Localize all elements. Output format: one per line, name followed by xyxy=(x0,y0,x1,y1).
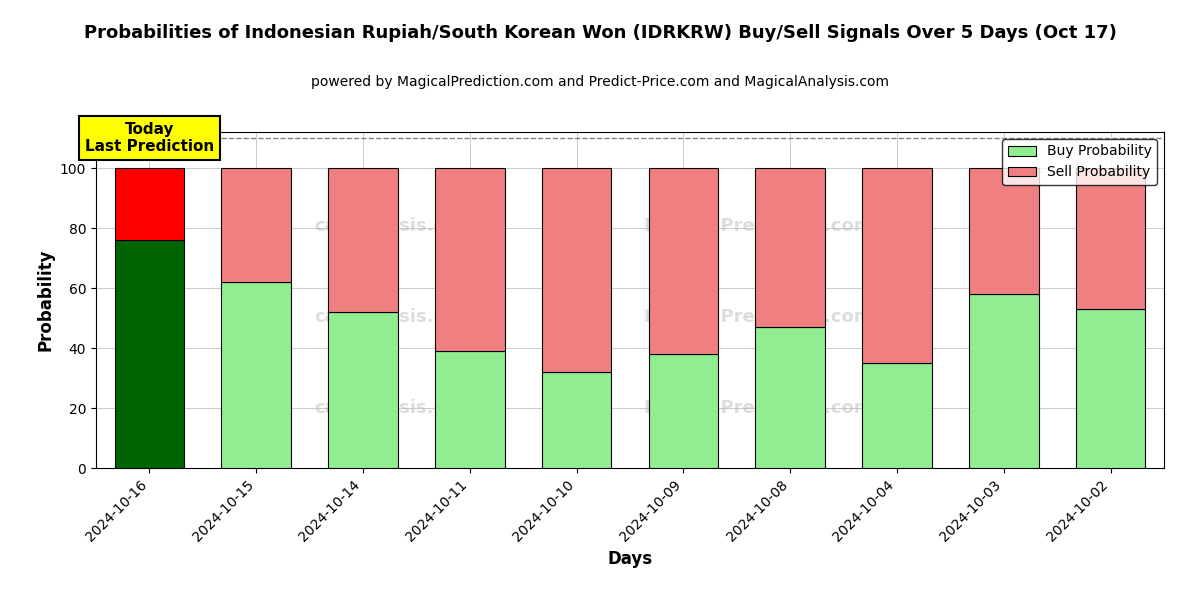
Bar xyxy=(222,282,290,468)
Text: powered by MagicalPrediction.com and Predict-Price.com and MagicalAnalysis.com: powered by MagicalPrediction.com and Pre… xyxy=(311,75,889,89)
Text: calAnalysis.com: calAnalysis.com xyxy=(314,398,475,416)
Bar xyxy=(542,372,611,468)
Bar xyxy=(436,168,504,351)
Bar xyxy=(1076,168,1145,309)
Bar xyxy=(756,327,824,468)
Bar xyxy=(542,168,611,372)
Bar xyxy=(329,168,397,312)
X-axis label: Days: Days xyxy=(607,550,653,568)
Bar xyxy=(115,168,184,240)
Text: calAnalysis.com: calAnalysis.com xyxy=(314,308,475,326)
Text: Probabilities of Indonesian Rupiah/South Korean Won (IDRKRW) Buy/Sell Signals Ov: Probabilities of Indonesian Rupiah/South… xyxy=(84,24,1116,42)
Bar xyxy=(1076,309,1145,468)
Bar xyxy=(970,294,1038,468)
Bar xyxy=(649,354,718,468)
Bar xyxy=(756,168,824,327)
Text: MagicalPrediction.com: MagicalPrediction.com xyxy=(643,217,872,235)
Bar xyxy=(863,168,931,363)
Text: MagicalPrediction.com: MagicalPrediction.com xyxy=(643,308,872,326)
Bar xyxy=(222,168,290,282)
Bar xyxy=(115,240,184,468)
Bar xyxy=(329,312,397,468)
Bar xyxy=(863,363,931,468)
Y-axis label: Probability: Probability xyxy=(36,249,54,351)
Text: calAnalysis.com: calAnalysis.com xyxy=(314,217,475,235)
Bar xyxy=(970,168,1038,294)
Bar xyxy=(649,168,718,354)
Text: MagicalPrediction.com: MagicalPrediction.com xyxy=(643,398,872,416)
Bar xyxy=(436,351,504,468)
Legend: Buy Probability, Sell Probability: Buy Probability, Sell Probability xyxy=(1002,139,1157,185)
Text: Today
Last Prediction: Today Last Prediction xyxy=(85,122,214,154)
